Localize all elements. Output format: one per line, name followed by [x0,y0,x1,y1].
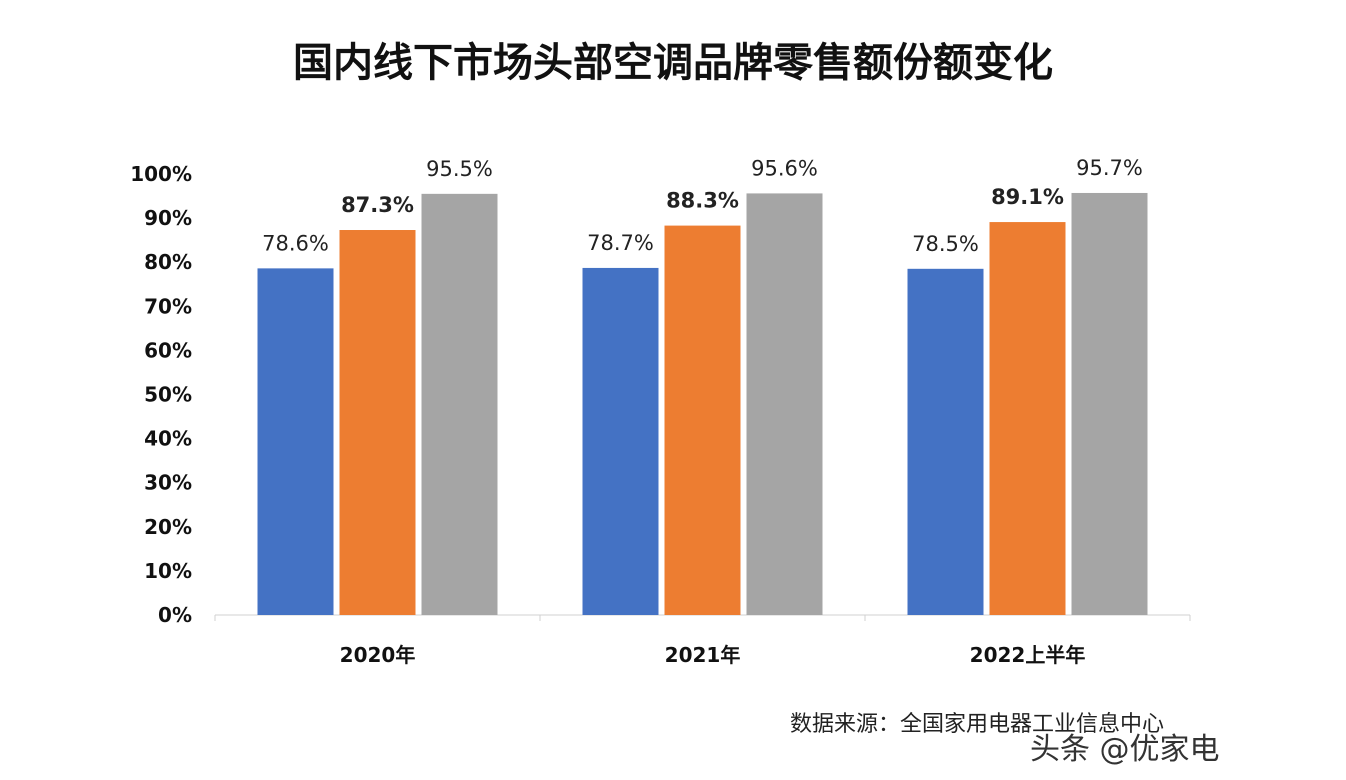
data-label: 88.3% [666,189,739,213]
data-label: 95.7% [1076,156,1143,180]
bar [664,225,741,616]
data-label: 95.6% [751,156,818,180]
y-tick-label: 50% [144,383,192,407]
y-tick-label: 20% [144,515,192,539]
watermark: 头条 @优家电 [1030,732,1220,767]
data-label: 78.7% [587,231,654,255]
bar [339,230,416,615]
y-tick-label: 10% [144,559,192,583]
data-label: 89.1% [991,185,1064,209]
chart-title: 国内线下市场头部空调品牌零售额份额变化 [293,40,1053,86]
data-label: 87.3% [341,193,414,217]
data-label: 78.6% [262,231,329,255]
y-tick-label: 60% [144,338,192,362]
x-tick-label: 2022上半年 [970,643,1086,667]
y-tick-label: 100% [130,162,192,186]
bar [907,268,984,615]
bar [421,193,498,615]
bar [746,193,823,616]
y-tick-label: 40% [144,427,192,451]
data-label: 95.5% [426,157,493,181]
y-tick-label: 90% [144,206,192,230]
y-tick-label: 70% [144,294,192,318]
data-source: 数据来源：全国家用电器工业信息中心 [790,712,1165,737]
bar [1071,192,1148,615]
y-tick-label: 80% [144,250,192,274]
bar [582,267,659,615]
bar [257,268,334,615]
data-label: 78.5% [912,232,979,256]
y-tick-label: 0% [158,603,192,627]
y-tick-label: 30% [144,471,192,495]
x-tick-label: 2020年 [340,643,416,667]
x-tick-label: 2021年 [665,643,741,667]
bar [989,222,1066,615]
